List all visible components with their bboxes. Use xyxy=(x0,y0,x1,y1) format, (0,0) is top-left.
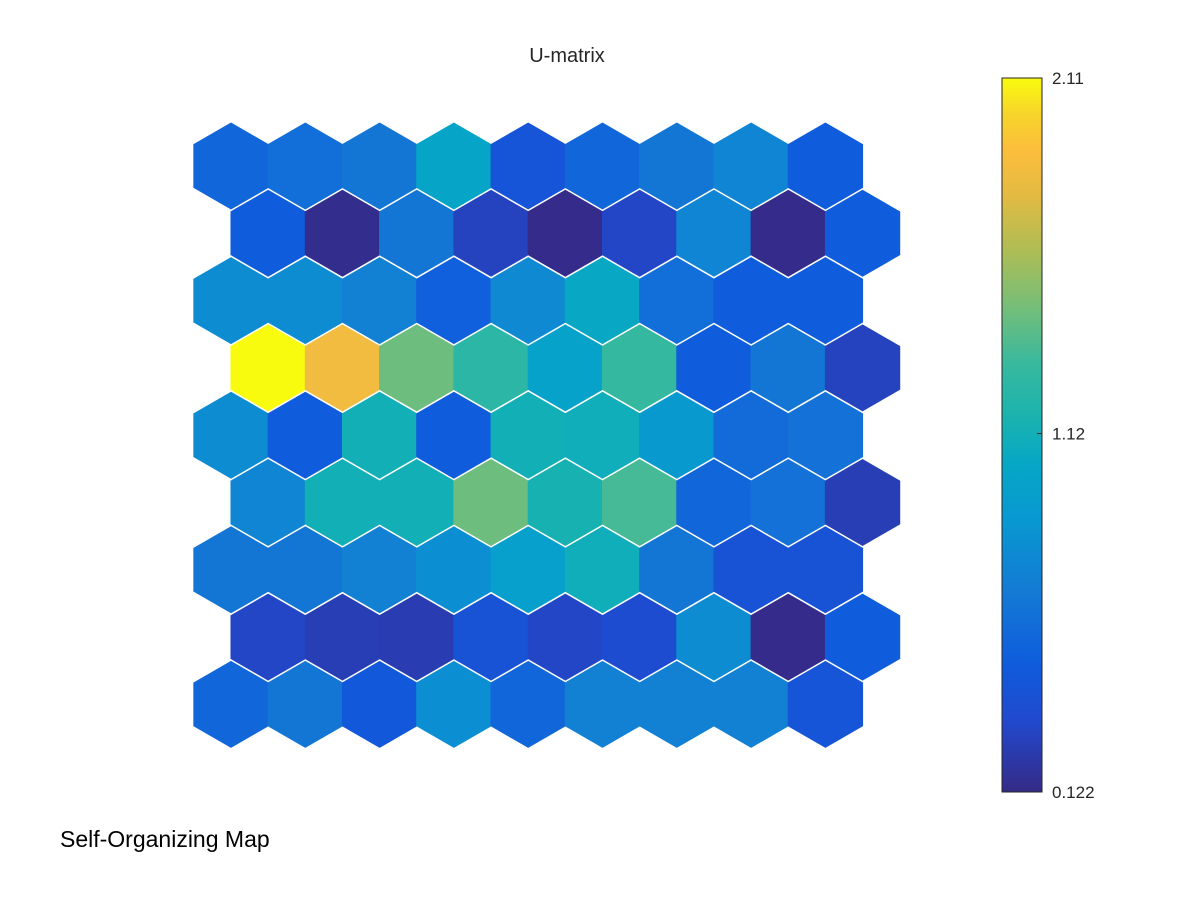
hex-cell-r4-c5 xyxy=(527,324,604,412)
hex-cell-r1-c3 xyxy=(341,122,418,210)
hex-cell-r6-c9 xyxy=(824,459,901,546)
hex-cell-r5-c4 xyxy=(416,391,492,479)
hex-cell-r4-c7 xyxy=(676,324,752,412)
hex-cell-r8-c3 xyxy=(379,593,455,681)
hex-cell-r8-c8 xyxy=(750,593,826,681)
hex-cell-r3-c1 xyxy=(193,257,269,345)
colorbar-tick-label: 1.12 xyxy=(1052,425,1085,444)
chart-title: U-matrix xyxy=(529,45,605,67)
hex-cell-r4-c2 xyxy=(304,324,381,412)
hex-cell-r4-c8 xyxy=(750,324,826,412)
hex-cell-r2-c7 xyxy=(676,189,752,277)
hex-cell-r7-c3 xyxy=(341,526,418,614)
hex-cell-r2-c1 xyxy=(230,189,306,277)
hex-cell-r1-c6 xyxy=(564,122,641,210)
hex-cell-r9-c9 xyxy=(787,660,864,748)
hex-cell-r8-c2 xyxy=(304,593,381,681)
hex-cell-r3-c9 xyxy=(787,257,864,345)
hex-cell-r7-c4 xyxy=(416,526,492,614)
hex-cell-r4-c1 xyxy=(230,324,306,412)
hex-cell-r4-c6 xyxy=(601,324,678,412)
hex-cell-r2-c8 xyxy=(750,189,826,277)
hex-cell-r2-c5 xyxy=(527,189,604,277)
hex-cell-r8-c9 xyxy=(824,593,901,681)
hex-cell-r7-c7 xyxy=(639,526,715,614)
hex-cell-r6-c3 xyxy=(379,459,455,546)
hex-cell-r7-c1 xyxy=(193,526,269,614)
hex-cell-r6-c7 xyxy=(676,459,752,546)
hex-cell-r2-c3 xyxy=(379,189,455,277)
hex-cell-r5-c5 xyxy=(490,391,566,479)
hex-cell-r8-c4 xyxy=(453,593,529,681)
hex-cell-r7-c5 xyxy=(490,526,566,614)
hex-cell-r7-c9 xyxy=(787,526,864,614)
hex-cell-r1-c9 xyxy=(787,122,864,210)
figure-caption: Self-Organizing Map xyxy=(60,826,270,852)
colorbar: 2.11 1.12 0.122 xyxy=(1001,69,1095,802)
hex-cell-r5-c7 xyxy=(639,391,715,479)
hex-cell-r7-c8 xyxy=(713,526,789,614)
hex-cell-r1-c2 xyxy=(267,122,343,210)
hex-cell-r3-c8 xyxy=(713,257,789,345)
hex-cell-r8-c1 xyxy=(230,593,306,681)
hex-cell-r9-c1 xyxy=(193,660,269,748)
colorbar-tick-label: 2.11 xyxy=(1052,69,1084,88)
hex-cell-r4-c9 xyxy=(824,324,901,412)
hex-cell-r9-c8 xyxy=(713,660,789,748)
hex-cell-r2-c9 xyxy=(824,189,901,277)
hex-cell-r9-c2 xyxy=(267,660,343,748)
hex-cell-r5-c6 xyxy=(564,391,641,479)
hex-cell-r4-c3 xyxy=(379,324,455,412)
hex-cell-r1-c1 xyxy=(193,122,269,210)
colorbar-gradient xyxy=(1001,77,1043,793)
hex-cell-r2-c6 xyxy=(601,189,678,277)
hex-cell-r9-c4 xyxy=(416,660,492,748)
hex-cell-r1-c5 xyxy=(490,122,566,210)
hex-cell-r7-c6 xyxy=(564,526,641,614)
hex-cell-r2-c2 xyxy=(304,189,381,277)
hex-cell-r1-c4 xyxy=(416,122,492,210)
hex-cell-r9-c5 xyxy=(490,660,566,748)
hex-cell-r3-c7 xyxy=(639,257,715,345)
hex-cell-r3-c6 xyxy=(564,257,641,345)
hex-cell-r9-c6 xyxy=(564,660,641,748)
hex-cell-r5-c2 xyxy=(267,391,343,479)
hex-cell-r9-c3 xyxy=(341,660,418,748)
hex-cell-r8-c5 xyxy=(527,593,604,681)
hex-cell-r6-c1 xyxy=(230,459,306,546)
hex-cell-r9-c7 xyxy=(639,660,715,748)
hex-cell-r2-c4 xyxy=(453,189,529,277)
hex-grid xyxy=(193,122,901,748)
hex-cell-r5-c1 xyxy=(193,391,269,479)
hex-cell-r3-c3 xyxy=(341,257,418,345)
hex-cell-r6-c5 xyxy=(527,459,604,546)
hex-cell-r3-c5 xyxy=(490,257,566,345)
hex-cell-r6-c4 xyxy=(453,459,529,546)
hex-cell-r1-c7 xyxy=(639,122,715,210)
hex-cell-r5-c3 xyxy=(341,391,418,479)
hex-cell-r6-c8 xyxy=(750,459,826,546)
hex-cell-r3-c2 xyxy=(267,257,343,345)
hex-cell-r8-c6 xyxy=(601,593,678,681)
hex-cell-r6-c6 xyxy=(601,459,678,546)
hex-cell-r3-c4 xyxy=(416,257,492,345)
hex-cell-r6-c2 xyxy=(304,459,381,546)
hex-cell-r7-c2 xyxy=(267,526,343,614)
hex-cell-r5-c9 xyxy=(787,391,864,479)
hex-cell-r5-c8 xyxy=(713,391,789,479)
hex-cell-r4-c4 xyxy=(453,324,529,412)
hex-cell-r1-c8 xyxy=(713,122,789,210)
hex-cell-r8-c7 xyxy=(676,593,752,681)
colorbar-tick-label: 0.122 xyxy=(1052,783,1095,802)
